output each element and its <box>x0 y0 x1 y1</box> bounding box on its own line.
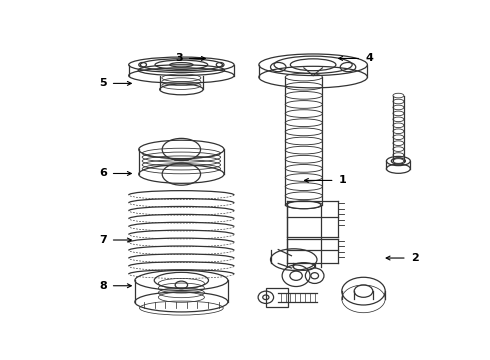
Text: 6: 6 <box>99 168 107 179</box>
Text: 7: 7 <box>99 235 107 245</box>
Bar <box>266 288 288 306</box>
Text: 4: 4 <box>365 53 373 63</box>
Text: 5: 5 <box>99 78 107 89</box>
Text: 2: 2 <box>411 253 418 263</box>
Text: 8: 8 <box>99 281 107 291</box>
Text: 3: 3 <box>175 53 183 63</box>
Text: 1: 1 <box>339 175 346 185</box>
